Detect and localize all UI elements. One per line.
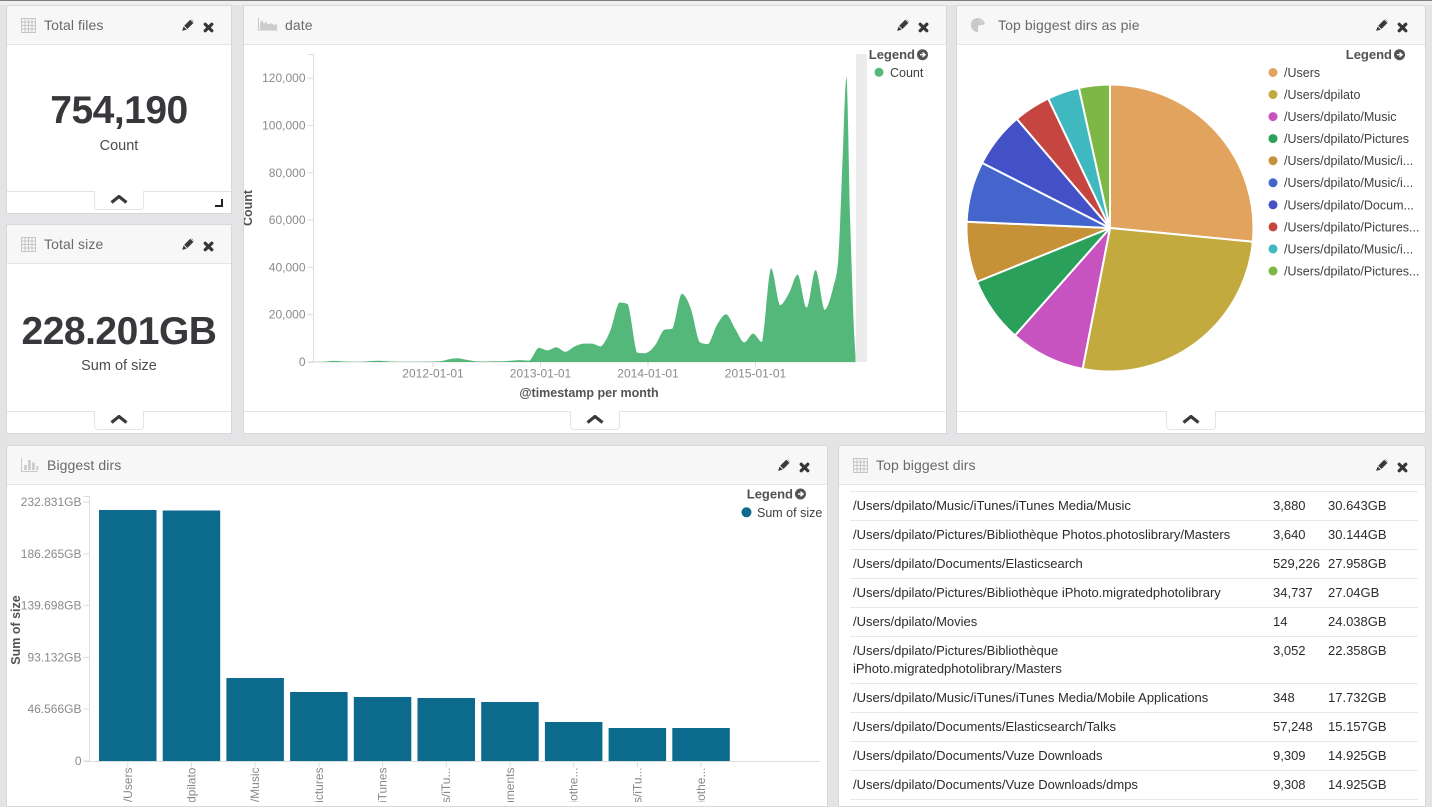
svg-text:60,000: 60,000 (269, 213, 306, 227)
svg-text:/Music: /Music (248, 768, 262, 803)
svg-text:93.132GB: 93.132GB (27, 650, 81, 664)
svg-text:/Users/dpilato/Docum...: /Users/dpilato/Docum... (1284, 198, 1414, 212)
svg-text:Legend: Legend (1346, 47, 1392, 62)
svg-text:Legend: Legend (869, 47, 915, 62)
svg-text:139.698GB: 139.698GB (21, 599, 82, 613)
svg-text:232.831GB: 232.831GB (21, 495, 82, 509)
svg-text:80,000: 80,000 (269, 166, 306, 180)
svg-text:0: 0 (299, 355, 306, 369)
svg-text:120,000: 120,000 (262, 71, 306, 85)
svg-text:Legend: Legend (747, 487, 793, 502)
svg-text:2012-01-01: 2012-01-01 (402, 367, 464, 381)
svg-text:@timestamp per month: @timestamp per month (519, 386, 658, 400)
svg-text:/Users/dpilato/Pictures...: /Users/dpilato/Pictures... (1284, 220, 1419, 234)
svg-text:40,000: 40,000 (269, 260, 306, 274)
svg-text:s/iTu...: s/iTu... (630, 768, 644, 803)
svg-text:2013-01-01: 2013-01-01 (510, 367, 572, 381)
svg-text:Count: Count (890, 66, 924, 80)
svg-text:/Users: /Users (121, 768, 135, 803)
svg-text:186.265GB: 186.265GB (21, 547, 82, 561)
svg-text:20,000: 20,000 (269, 308, 306, 322)
svg-text:s/iTu...: s/iTu... (439, 768, 453, 803)
svg-text:/Users: /Users (1284, 66, 1320, 80)
svg-text:/Users/dpilato/Music: /Users/dpilato/Music (1284, 110, 1397, 124)
svg-text:/Users/dpilato/Music/i...: /Users/dpilato/Music/i... (1284, 176, 1413, 190)
svg-text:ictures: ictures (312, 768, 326, 803)
svg-text:0: 0 (75, 754, 82, 768)
svg-text:/Users/dpilato: /Users/dpilato (1284, 88, 1360, 102)
svg-text:Sum of size: Sum of size (757, 506, 822, 520)
svg-text:2015-01-01: 2015-01-01 (725, 367, 787, 381)
svg-text:/Users/dpilato/Pictures: /Users/dpilato/Pictures (1284, 132, 1409, 146)
svg-text:uments: uments (503, 768, 517, 803)
svg-text:100,000: 100,000 (262, 119, 306, 133)
svg-text:2014-01-01: 2014-01-01 (617, 367, 679, 381)
svg-text:iTunes: iTunes (376, 768, 390, 803)
svg-text:Count: Count (244, 189, 255, 226)
svg-text:iothe...: iothe... (567, 768, 581, 803)
svg-text:/Users/dpilato/Music/i...: /Users/dpilato/Music/i... (1284, 242, 1413, 256)
svg-text:dpilato: dpilato (184, 767, 198, 802)
svg-text:Sum of size: Sum of size (9, 595, 23, 665)
svg-text:/Users/dpilato/Pictures...: /Users/dpilato/Pictures... (1284, 265, 1419, 279)
svg-text:iothe...: iothe... (694, 768, 708, 803)
svg-text:46.566GB: 46.566GB (27, 702, 81, 716)
svg-text:/Users/dpilato/Music/i...: /Users/dpilato/Music/i... (1284, 154, 1413, 168)
